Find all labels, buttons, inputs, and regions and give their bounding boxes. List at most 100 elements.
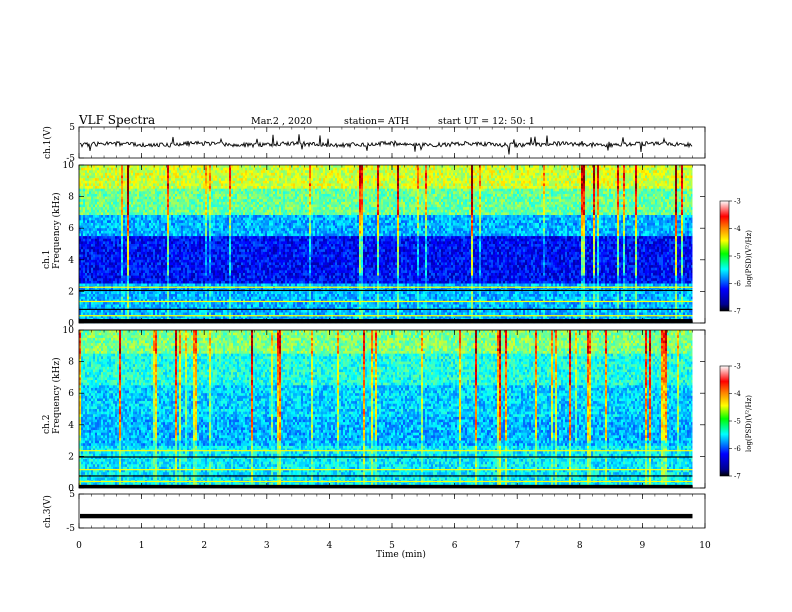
spectrogram-cell — [197, 170, 200, 174]
spectrogram-cell — [523, 196, 526, 200]
spectrogram-cell — [507, 165, 510, 168]
spectrogram-cell — [89, 170, 92, 174]
spectrogram-cell — [607, 196, 610, 200]
spectrogram-cell — [451, 188, 454, 192]
spectrogram-cell — [435, 199, 438, 203]
spectrogram-cell — [459, 170, 462, 174]
spectrogram-cell — [321, 196, 324, 200]
spectrogram-cell — [451, 170, 454, 174]
spectrogram-cell — [397, 188, 400, 192]
spectrogram-cell — [235, 175, 238, 179]
spectrogram-cell — [589, 183, 592, 187]
spectrogram-cell — [233, 167, 236, 171]
spectrogram-cell — [129, 207, 132, 211]
spectrogram-cell — [241, 183, 244, 187]
spectrogram-cell — [195, 207, 198, 211]
spectrogram-cell — [455, 199, 458, 203]
spectrogram-cell — [553, 191, 556, 195]
spectrogram-cell — [689, 193, 692, 197]
spectrogram-cell — [295, 178, 298, 182]
spectrogram-cell — [651, 188, 654, 192]
spectrogram-cell — [295, 199, 298, 203]
spectrogram-cell — [685, 193, 688, 197]
spectrogram-cell — [649, 193, 652, 197]
spectrogram-cell — [643, 188, 646, 192]
spectrogram-cell — [463, 183, 466, 187]
spectrogram-cell — [547, 204, 550, 208]
spectrogram-cell — [149, 175, 152, 179]
spectrogram-cell — [187, 165, 190, 168]
spectrogram-cell — [193, 191, 196, 195]
spectrogram-cell — [87, 183, 90, 187]
spectrogram-cell — [525, 188, 528, 192]
spectrogram-cell — [117, 204, 120, 208]
spectrogram-cell — [421, 180, 424, 184]
spectrogram-cell — [257, 196, 260, 200]
spectrogram-cell — [253, 188, 256, 192]
spectrogram-cell — [193, 172, 196, 176]
spectrogram-cell — [653, 175, 656, 179]
spectrogram-cell — [615, 167, 618, 171]
spectrogram-cell — [517, 172, 520, 176]
spectrogram-cell — [551, 172, 554, 176]
spectrogram-cell — [159, 178, 162, 182]
spectrogram-cell — [319, 201, 322, 205]
spectrogram-cell — [621, 188, 624, 192]
spectrogram-cell — [111, 183, 114, 187]
spectrogram-cell — [159, 207, 162, 211]
spectrogram-cell — [143, 172, 146, 176]
spectrogram-cell — [579, 196, 582, 200]
spectrogram-cell — [589, 167, 592, 171]
spectrogram-cell — [635, 196, 638, 200]
spectrogram-cell — [389, 204, 392, 208]
spectrogram-cell — [673, 193, 676, 197]
spectrogram-cell — [653, 178, 656, 182]
spectrogram-cell — [473, 178, 476, 182]
spectrogram-cell — [125, 175, 128, 179]
spectrogram-cell — [423, 167, 426, 171]
spectrogram-cell — [207, 167, 210, 171]
spectrogram-cell — [527, 186, 530, 189]
spectrogram-cell — [499, 204, 502, 208]
spectrogram-cell — [351, 199, 354, 203]
spectrogram-cell — [423, 188, 426, 192]
spectrogram-cell — [141, 204, 144, 208]
spectrogram-cell — [221, 196, 224, 200]
spectrogram-cell — [673, 204, 676, 208]
spectrogram-cell — [631, 201, 634, 205]
spectrogram-cell — [589, 180, 592, 184]
spectrogram-cell — [683, 180, 686, 184]
spectrogram-cell — [303, 199, 306, 203]
spectrogram-cell — [261, 183, 264, 187]
spectrogram-cell — [621, 165, 624, 168]
spectrogram-cell — [289, 196, 292, 200]
spectrogram-cell — [125, 180, 128, 184]
spectrogram-cell — [457, 170, 460, 174]
spectrogram-cell — [343, 165, 346, 168]
spectrogram-cell — [145, 167, 148, 171]
spectrogram-cell — [355, 188, 358, 192]
spectrogram-cell — [453, 170, 456, 174]
spectrogram-cell — [653, 183, 656, 187]
spectrogram-cell — [661, 186, 664, 189]
spectrogram-cell — [355, 180, 358, 184]
spectrogram-cell — [501, 180, 504, 184]
spectrogram-cell — [285, 172, 288, 176]
spectrogram-cell — [439, 170, 442, 174]
spectrogram-cell — [671, 188, 674, 192]
spectrogram-cell — [433, 180, 436, 184]
spectrogram-cell — [113, 178, 116, 182]
spectrogram-cell — [111, 178, 114, 182]
spectrogram-cell — [377, 199, 380, 203]
spectrogram-cell — [661, 183, 664, 187]
spectrogram-cell — [403, 180, 406, 184]
spectrogram-cell — [159, 204, 162, 208]
spectrogram-cell — [171, 167, 174, 171]
spectrogram-cell — [241, 193, 244, 197]
spectrogram-cell — [407, 167, 410, 171]
spectrogram-cell — [253, 191, 256, 195]
spectrogram-cell — [163, 167, 166, 171]
spectrogram-cell — [191, 178, 194, 182]
spectrogram-cell — [381, 178, 384, 182]
spectrogram-cell — [335, 191, 338, 195]
